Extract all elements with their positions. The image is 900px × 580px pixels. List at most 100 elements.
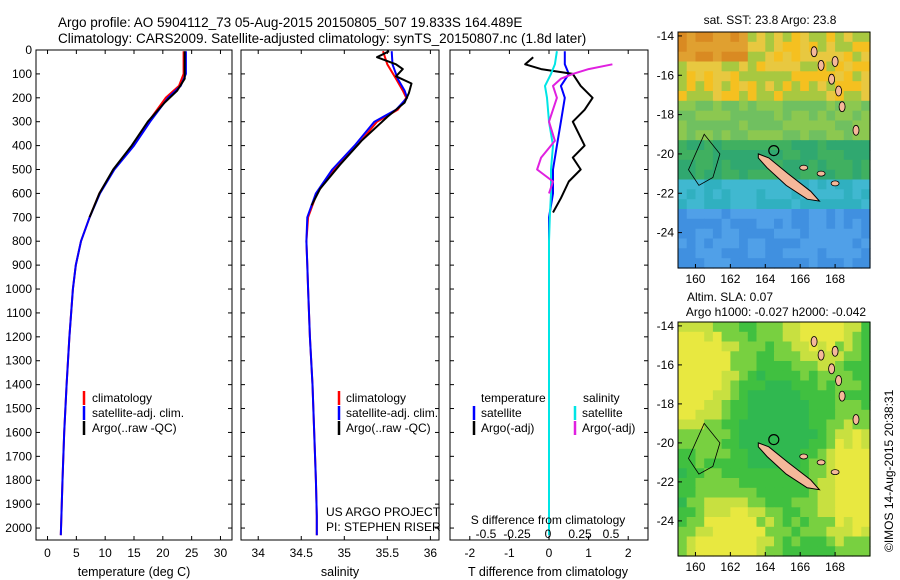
map-cell <box>704 487 714 499</box>
map-cell <box>843 100 854 112</box>
project-note: US ARGO PROJECT <box>326 505 441 519</box>
map-cell <box>800 361 810 372</box>
map-cell <box>843 351 854 362</box>
map-cell <box>800 100 810 112</box>
map-cell <box>747 209 758 220</box>
map-cell <box>800 546 810 557</box>
map-cell <box>686 100 696 112</box>
map-cell <box>861 51 871 63</box>
map-cell <box>721 341 731 352</box>
map-cell <box>739 209 749 220</box>
map-cell <box>739 100 749 112</box>
figure-title-line2: Climatology: CARS2009. Satellite-adjuste… <box>58 31 586 46</box>
map-cell <box>695 110 705 122</box>
map-cell <box>791 546 801 557</box>
difference-legend: temperature salinity satellite Argo(-adj… <box>472 391 635 435</box>
map-cell <box>704 331 714 343</box>
map-cell <box>843 341 854 352</box>
map-cell <box>704 71 714 82</box>
map-cell <box>861 120 871 131</box>
map-cell <box>747 32 758 43</box>
map-cell <box>852 238 862 249</box>
map-cell <box>774 130 784 141</box>
map-cell <box>782 331 792 343</box>
map-cell <box>721 120 731 131</box>
map-cell <box>852 61 862 72</box>
map-cell <box>756 419 766 430</box>
map-cell <box>774 497 784 508</box>
map-cell <box>800 507 810 518</box>
map-cell <box>739 91 749 102</box>
map-cell <box>721 468 731 479</box>
map-cell <box>835 536 845 547</box>
map-cell <box>695 150 705 161</box>
map-cell <box>800 439 810 450</box>
map-cell <box>765 189 775 200</box>
x-tick-label: 1 <box>585 546 592 560</box>
map-cell <box>730 439 740 450</box>
map-cell <box>782 400 792 411</box>
map-cell <box>826 497 836 508</box>
map-cell <box>712 209 723 220</box>
map-cell <box>852 209 862 220</box>
map-cell <box>756 478 766 489</box>
map-cell <box>739 218 749 230</box>
map-cell <box>747 100 758 112</box>
map-cell <box>843 429 854 440</box>
map-cell <box>765 71 775 82</box>
map-cell <box>765 507 775 518</box>
map-cell <box>774 61 784 72</box>
y-tick-label: 1000 <box>5 282 32 296</box>
map-cell <box>695 361 705 372</box>
map-cell <box>774 546 784 557</box>
map-cell <box>800 380 810 391</box>
map-cell <box>721 546 731 557</box>
map-cell <box>791 409 801 421</box>
map-cell <box>826 439 836 450</box>
map-cell <box>782 439 792 450</box>
map-cell <box>843 150 854 161</box>
map-cell <box>800 110 810 122</box>
map-cell <box>730 351 740 362</box>
map-cell <box>835 159 845 171</box>
y-tick-label: 0 <box>25 43 32 57</box>
map-cell <box>747 517 758 528</box>
y-tick-label: 700 <box>12 210 32 224</box>
map-cell <box>756 218 766 230</box>
map-cell <box>843 110 854 122</box>
map-cell <box>756 258 766 269</box>
map-cell <box>843 228 854 240</box>
map-cell <box>817 390 827 401</box>
map-cell <box>808 238 819 249</box>
map-cell <box>774 71 784 82</box>
map-cell <box>835 218 845 230</box>
map-cell <box>747 322 758 333</box>
map-cell <box>765 130 775 141</box>
x-tick-label: -2 <box>464 546 475 560</box>
map-cell <box>774 448 784 460</box>
x-tick-label: -1 <box>504 546 515 560</box>
map-cell <box>852 546 862 557</box>
map-cell <box>791 199 801 210</box>
map-cell <box>747 546 758 557</box>
map-cell <box>843 81 854 92</box>
map-cell <box>861 409 871 421</box>
map-cell <box>712 120 723 131</box>
map-cell <box>730 478 740 489</box>
map-cell <box>861 32 871 43</box>
map-cell <box>861 361 871 372</box>
map-cell <box>756 120 766 131</box>
map-cell <box>704 322 714 333</box>
x-tick-label: 0 <box>44 546 51 560</box>
map-cell <box>686 238 696 249</box>
map-cell <box>712 380 723 391</box>
map-cell <box>695 199 705 210</box>
map-cell <box>704 120 714 131</box>
map-cell <box>721 439 731 450</box>
map-cell <box>852 361 862 372</box>
map-cell <box>791 258 801 269</box>
map-cell <box>852 526 862 538</box>
map-cell <box>826 380 836 391</box>
map-cell <box>756 248 766 259</box>
